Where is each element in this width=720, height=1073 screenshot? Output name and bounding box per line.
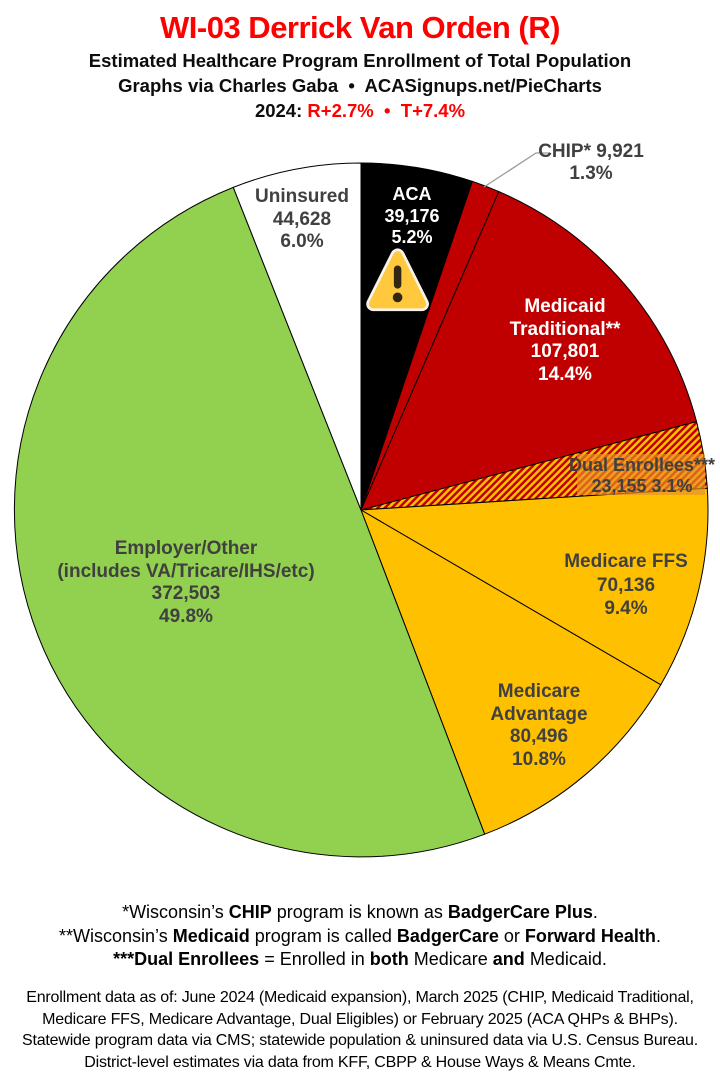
text-segment: both: [370, 949, 409, 969]
label-line: 9.4%: [564, 597, 688, 621]
text-segment: .: [656, 926, 661, 946]
label-line: ACA: [384, 184, 439, 206]
label-line: 10.8%: [490, 749, 587, 772]
label-line: 372,503: [57, 583, 314, 606]
label-line: 70,136: [564, 574, 688, 598]
label-line: 23,155 3.1%: [569, 476, 715, 497]
text-segment: program is known as: [272, 902, 448, 922]
label-line: Medicaid: [510, 296, 621, 319]
chip-slice-label: CHIP* 9,921 1.3%: [538, 141, 644, 185]
dual-enrollees-slice-label: Dual Enrollees*** 23,155 3.1%: [569, 455, 715, 497]
data-source-line: Statewide program data via CMS; statewid…: [0, 1030, 720, 1052]
label-line: 1.3%: [538, 163, 644, 185]
medicaid-traditional-slice-label: Medicaid Traditional** 107,801 14.4%: [510, 296, 621, 386]
label-line: 80,496: [490, 726, 587, 749]
text-segment: CHIP: [229, 902, 272, 922]
label-line: (includes VA/Tricare/IHS/etc): [57, 561, 314, 584]
text-segment: = Enrolled in: [259, 949, 370, 969]
text-segment: Medicaid: [173, 926, 250, 946]
label-line: Dual Enrollees***: [569, 455, 715, 476]
label-line: 107,801: [510, 341, 621, 364]
text-segment: program is called: [250, 926, 397, 946]
uninsured-slice-label: Uninsured 44,628 6.0%: [255, 186, 349, 254]
text-segment: *Wisconsin’s: [122, 902, 229, 922]
pie-slices-group: [14, 163, 708, 857]
label-line: 49.8%: [57, 606, 314, 629]
label-line: Traditional**: [510, 319, 621, 342]
text-segment: and: [493, 949, 525, 969]
aca-slice-label: ACA 39,176 5.2%: [384, 184, 439, 249]
data-sources-block: Enrollment data as of: June 2024 (Medica…: [0, 987, 720, 1073]
text-segment: BadgerCare Plus: [448, 902, 593, 922]
label-line: Medicare: [490, 681, 587, 704]
label-line: CHIP* 9,921: [538, 141, 644, 163]
footnote-chip: *Wisconsin’s CHIP program is known as Ba…: [0, 901, 720, 925]
text-segment: .: [593, 902, 598, 922]
text-segment: **Wisconsin’s: [59, 926, 173, 946]
data-source-line: Medicare FFS, Medicare Advantage, Dual E…: [0, 1009, 720, 1031]
text-segment: or: [499, 926, 525, 946]
label-line: 39,176: [384, 206, 439, 228]
data-source-line: Enrollment data as of: June 2024 (Medica…: [0, 987, 720, 1009]
employer-other-slice-label: Employer/Other (includes VA/Tricare/IHS/…: [57, 538, 314, 628]
label-line: Employer/Other: [57, 538, 314, 561]
footnotes-block: *Wisconsin’s CHIP program is known as Ba…: [0, 901, 720, 972]
label-line: Uninsured: [255, 186, 349, 209]
label-line: 44,628: [255, 209, 349, 232]
footnote-dual-enrollees: ***Dual Enrollees = Enrolled in both Med…: [0, 948, 720, 972]
label-line: 6.0%: [255, 231, 349, 254]
label-line: Advantage: [490, 704, 587, 727]
medicare-ffs-slice-label: Medicare FFS 70,136 9.4%: [564, 550, 688, 621]
text-segment: BadgerCare: [397, 926, 499, 946]
medicare-advantage-slice-label: Medicare Advantage 80,496 10.8%: [490, 681, 587, 771]
text-segment: ***Dual Enrollees: [113, 949, 259, 969]
footnote-medicaid: **Wisconsin’s Medicaid program is called…: [0, 925, 720, 949]
text-segment: Medicaid.: [525, 949, 607, 969]
text-segment: Forward Health: [525, 926, 656, 946]
label-line: 14.4%: [510, 364, 621, 387]
text-segment: Medicare: [409, 949, 493, 969]
label-line: Medicare FFS: [564, 550, 688, 574]
label-line: 5.2%: [384, 227, 439, 249]
